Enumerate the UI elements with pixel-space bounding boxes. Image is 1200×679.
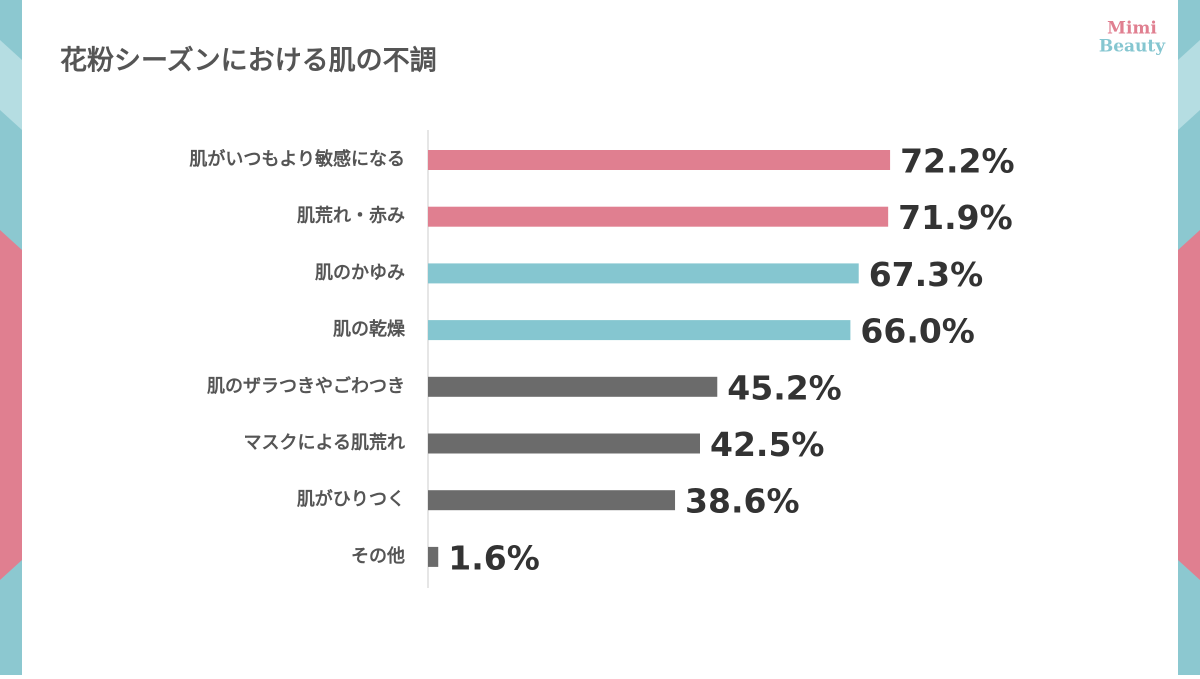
value-label: 38.6% (685, 482, 800, 521)
bar (428, 376, 718, 397)
value-label: 66.0% (860, 312, 975, 351)
bar (428, 546, 439, 567)
category-label: マスクによる肌荒れ (244, 432, 405, 454)
logo: Beauty (1099, 37, 1166, 57)
side-decoration (0, 230, 22, 580)
category-label: 肌がひりつく (297, 488, 405, 510)
chart-title: 花粉シーズンにおける肌の不調 (60, 45, 437, 77)
value-label: 67.3% (869, 255, 984, 294)
category-label: 肌の乾燥 (333, 318, 406, 340)
side-decoration (1178, 230, 1200, 580)
bar (428, 263, 859, 284)
side-decoration (1178, 40, 1200, 130)
value-label: 42.5% (710, 425, 825, 464)
value-label: 1.6% (448, 538, 540, 577)
category-label: 肌荒れ・赤み (297, 205, 405, 227)
logo: Mimi (1107, 19, 1157, 39)
category-label: 肌がいつもより敏感になる (189, 148, 405, 170)
category-label: 肌のザラつきやごわつき (207, 375, 405, 397)
value-label: 45.2% (727, 368, 842, 407)
side-decoration (0, 40, 22, 130)
bar (428, 206, 889, 227)
value-label: 72.2% (900, 142, 1015, 181)
category-label: 肌のかゆみ (315, 262, 405, 283)
value-label: 71.9% (898, 198, 1013, 237)
category-label: その他 (351, 545, 405, 567)
bar (428, 320, 851, 341)
bar (428, 433, 700, 454)
bar (428, 150, 891, 170)
bar (428, 490, 676, 511)
